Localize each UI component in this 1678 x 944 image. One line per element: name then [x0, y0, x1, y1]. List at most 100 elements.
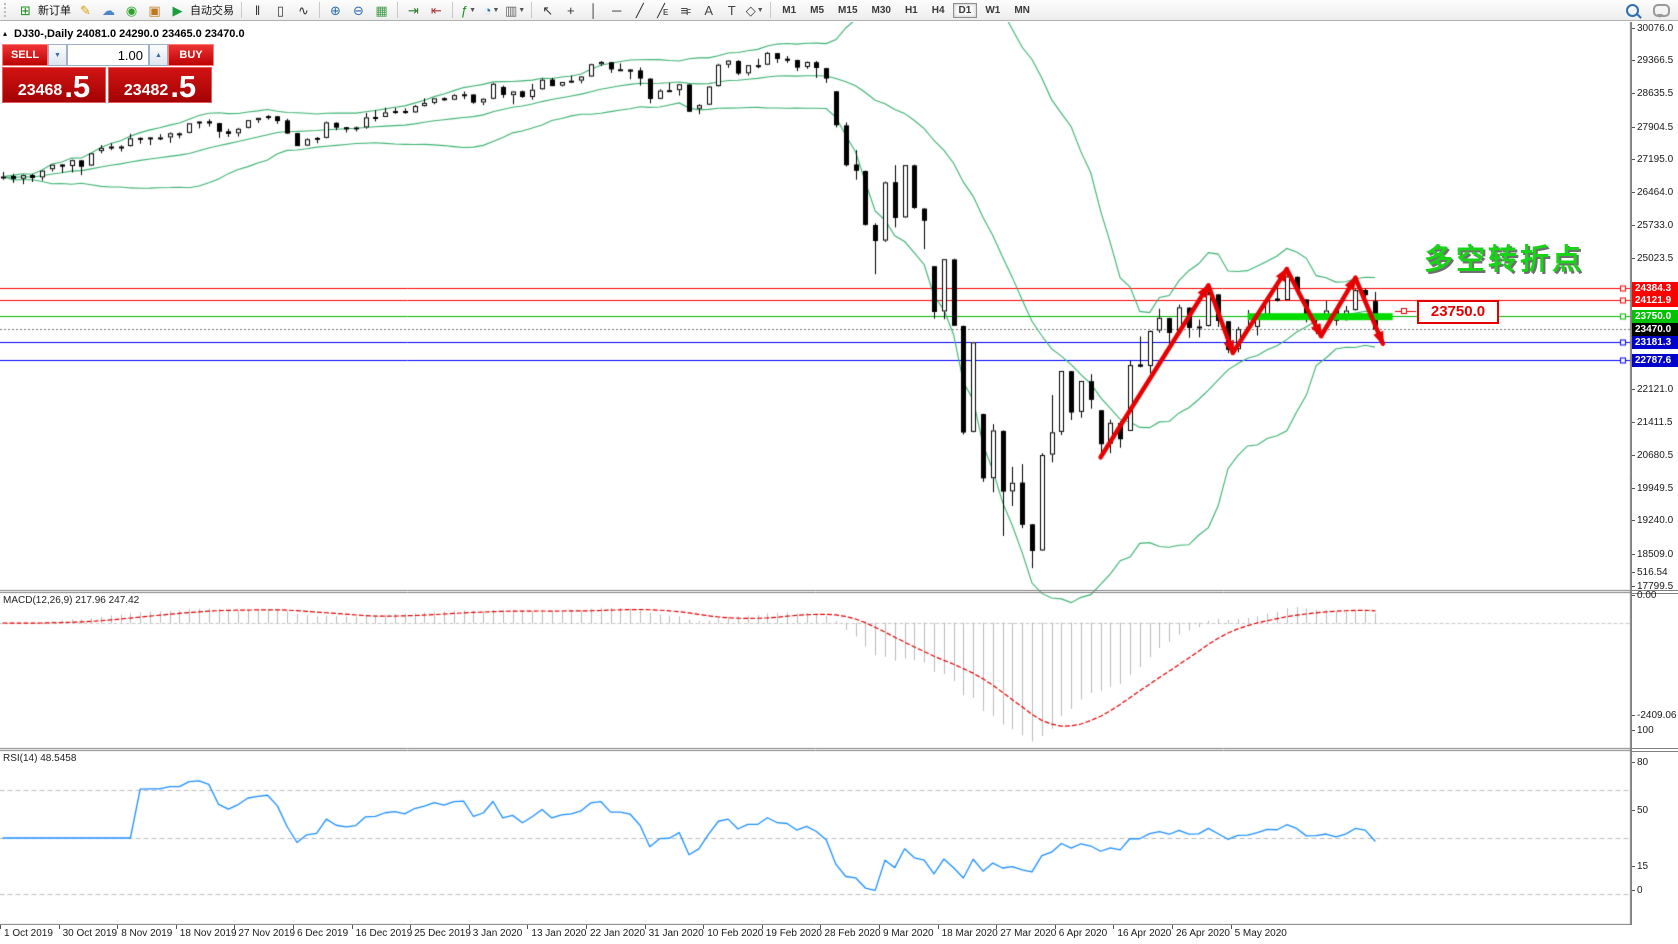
autotrading-icon[interactable]: ▶	[166, 1, 189, 20]
timeframe-h4[interactable]: H4	[931, 4, 945, 16]
horizontal-line-icon: ─	[612, 2, 622, 18]
chart-shift-icon[interactable]: ⇤	[425, 1, 448, 20]
shapes-icon: ◇	[745, 2, 756, 18]
rsi-tick: 0	[1632, 885, 1643, 896]
marker-icon[interactable]: ✎	[74, 1, 97, 20]
indicators-icon[interactable]: ƒ ▼	[457, 1, 480, 20]
timeframe-w1[interactable]: W1	[985, 4, 1001, 16]
price-tick: 29366.5	[1631, 55, 1674, 66]
date-label: 28 Feb 2020	[820, 925, 881, 939]
toolbar-separator	[319, 2, 320, 18]
auto-scroll-icon[interactable]: ⇥	[402, 1, 425, 20]
line-chart-icon: ∿	[298, 2, 309, 18]
sell-price-tile[interactable]: 23468 .5	[2, 67, 106, 103]
macd-tick: 0.00	[1631, 590, 1657, 601]
tile-windows-icon[interactable]: ▦	[370, 1, 393, 20]
chart-canvas[interactable]	[0, 22, 1631, 925]
toolbar-separator	[397, 2, 398, 18]
cursor-icon: ↖	[542, 2, 554, 18]
date-label: 18 Mar 2020	[937, 925, 998, 939]
buy-price-frac: .5	[170, 68, 197, 104]
vertical-line-icon[interactable]: │	[582, 1, 605, 20]
zoom-out-icon: ⊖	[353, 2, 364, 18]
date-label: 25 Dec 2019	[410, 925, 471, 939]
fibonacci-icon: ≡	[680, 2, 689, 18]
price-tick: 25023.5	[1631, 253, 1674, 264]
auto-scroll-icon: ⇥	[408, 2, 419, 18]
community-icon: ☁	[102, 2, 115, 18]
price-tick: 27904.5	[1631, 122, 1674, 133]
bar-chart-icon: ‖	[254, 2, 261, 18]
timeframe-m30[interactable]: M30	[871, 4, 891, 16]
buy-price-main: 23482	[123, 82, 169, 100]
support-price-label[interactable]: 23750.0	[1417, 300, 1499, 324]
price-badge: 24384.3	[1632, 282, 1678, 295]
turning-point-annotation[interactable]: 多空转折点	[1424, 244, 1585, 276]
search-icon[interactable]	[1626, 3, 1639, 17]
text-icon[interactable]: A	[697, 1, 720, 20]
sell-price-frac: .5	[64, 68, 91, 104]
chevron-down-icon: ▼	[492, 6, 500, 14]
timeframe-m15[interactable]: M15	[838, 4, 858, 16]
volume-increase-button[interactable]: ▲	[149, 44, 168, 66]
signals-icon[interactable]: ◉	[120, 1, 143, 20]
horizontal-line-icon[interactable]: ─	[605, 1, 628, 20]
volume-decrease-button[interactable]: ▼	[48, 44, 67, 66]
timeframe-m5[interactable]: M5	[810, 4, 825, 16]
fibonacci-icon[interactable]: ≡ F	[674, 1, 697, 20]
date-label: 8 Nov 2019	[117, 925, 173, 939]
community-icon[interactable]: ☁	[97, 1, 120, 20]
rsi-tick: 80	[1631, 757, 1649, 768]
date-label: 13 Jan 2020	[527, 925, 587, 939]
crosshair-icon[interactable]: +	[559, 1, 582, 20]
autotrading-label: 自动交易	[190, 5, 234, 17]
buy-button[interactable]: BUY	[168, 44, 214, 66]
buy-price-tile[interactable]: 23482 .5	[108, 67, 212, 103]
text-icon: A	[704, 2, 714, 18]
date-axis[interactable]: 1 Oct 2019 30 Oct 2019 8 Nov 2019 18 Nov 20…	[0, 925, 1631, 944]
chat-icon[interactable]	[1653, 3, 1670, 18]
date-label: 6 Dec 2019	[292, 925, 349, 939]
trendline-icon: ╱	[635, 2, 644, 18]
toolbar-right	[1626, 3, 1670, 18]
macd-tick: 516.54	[1632, 567, 1668, 578]
periods-icon[interactable]: ◔ ▼	[480, 1, 503, 20]
new-order-label: 新订单	[38, 5, 71, 17]
timeframe-h1[interactable]: H1	[904, 4, 918, 16]
date-label: 16 Dec 2019	[351, 925, 413, 939]
price-tick: 28635.5	[1631, 88, 1674, 99]
timeframe-mn[interactable]: MN	[1014, 4, 1030, 16]
vertical-line-icon: │	[589, 2, 598, 18]
volume-input[interactable]	[67, 44, 149, 66]
new-order-icon[interactable]: ⊞	[14, 1, 37, 20]
crosshair-icon: +	[566, 2, 575, 18]
toolbar-separator	[452, 2, 453, 18]
zoom-out-icon[interactable]: ⊖	[347, 1, 370, 20]
price-tick: 21411.5	[1631, 417, 1673, 428]
price-tick: 22121.0	[1631, 384, 1674, 395]
line-chart-icon[interactable]: ∿	[292, 1, 315, 20]
trendline-icon[interactable]: ╱	[628, 1, 651, 20]
templates-icon[interactable]: ▥ ▼	[503, 1, 527, 20]
date-label: 30 Oct 2019	[58, 925, 118, 939]
market-icon[interactable]: ▣	[143, 1, 166, 20]
tile-windows-icon: ▦	[375, 2, 388, 18]
timeframe-m1[interactable]: M1	[782, 4, 797, 16]
signals-icon: ◉	[125, 2, 138, 18]
timeframe-d1[interactable]: D1	[952, 2, 978, 18]
equidistant-channel-icon[interactable]: ╱ E	[651, 1, 674, 20]
candlestick-chart-icon[interactable]: ▯	[269, 1, 292, 20]
rsi-tick: 100	[1632, 725, 1654, 736]
chart-title: DJ30-,Daily 24081.0 24290.0 23465.0 2347…	[14, 28, 245, 40]
price-tick: 20680.5	[1631, 450, 1674, 461]
sell-button[interactable]: SELL	[2, 44, 48, 66]
cursor-icon[interactable]: ↖	[536, 1, 559, 20]
date-label: 9 Mar 2020	[879, 925, 934, 939]
price-axis[interactable]: 30076.0 29366.5 28635.5 27904.5 27195.0 26464…	[1631, 22, 1678, 925]
text-label-icon: T	[727, 2, 736, 18]
bar-chart-icon[interactable]: ‖	[246, 1, 269, 20]
text-label-icon[interactable]: T	[720, 1, 743, 20]
shapes-icon[interactable]: ◇ ▼	[743, 1, 766, 20]
zoom-in-icon[interactable]: ⊕	[324, 1, 347, 20]
axis-divider	[1632, 748, 1678, 752]
